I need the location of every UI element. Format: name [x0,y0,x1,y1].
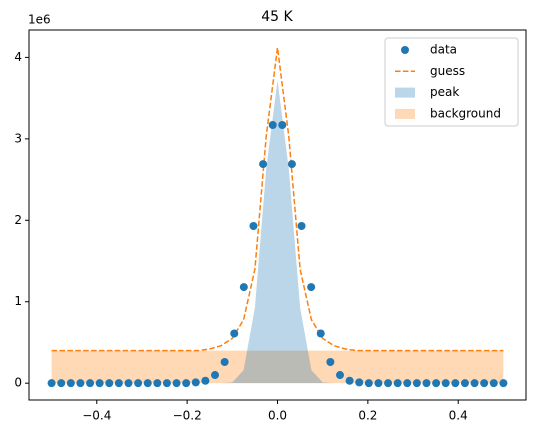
data-point [326,358,335,367]
x-tick-label: 0.2 [358,409,377,423]
data-point [316,329,325,338]
data-point [191,378,200,387]
legend-marker [395,108,415,119]
data-point [162,379,171,388]
data-point [441,379,450,388]
data-point [86,379,95,388]
offset-label: 1e6 [28,13,51,27]
data-point [345,376,354,385]
data-point [355,378,364,387]
data-point [422,379,431,388]
data-point [384,379,393,388]
data-point [287,160,296,169]
data-point [480,379,489,388]
data-point [278,121,287,130]
legend-label: peak [430,85,459,99]
data-point [268,121,277,130]
data-point [95,379,104,388]
data-point [259,160,268,169]
data-point [143,379,152,388]
legend: data guess peak background [384,37,519,127]
y-tick-label: 3 [14,131,22,145]
area [51,350,504,384]
area [51,80,504,384]
legend-label: data [430,43,457,57]
y-tick-label: 1 [14,294,22,308]
x-tick-label: −0.2 [173,409,202,423]
chart-title: 45 K [261,9,293,25]
legend-label: guess [430,64,465,78]
data-point [124,379,133,388]
data-point [460,379,469,388]
data-point [114,379,123,388]
data-point [297,221,306,230]
data-point [470,379,479,388]
y-tick-label: 4 [14,50,22,64]
data-point [153,379,162,388]
data-point [335,371,344,380]
data-point [432,379,441,388]
legend-marker [395,87,415,98]
data-point [57,379,66,388]
data-point [76,379,85,388]
data-point [451,379,460,388]
x-tick-label: 0.0 [268,409,287,423]
line [51,47,504,352]
x-tick-label: 0.4 [449,409,468,423]
data-point [105,379,114,388]
y-tick-label: 2 [14,213,22,227]
data-point [66,379,75,388]
data-point [47,379,56,388]
data-point [220,358,229,367]
legend-label: background [430,106,501,120]
data-point [182,379,191,388]
data-point [230,329,239,338]
data-point [403,379,412,388]
data-point [172,379,181,388]
data-point [374,379,383,388]
data-point [307,283,316,292]
data-point [239,283,248,292]
data-point [249,221,258,230]
data-point [499,379,508,388]
x-tick-label: −0.4 [82,409,111,423]
data-point [211,371,220,380]
data-point [201,376,210,385]
y-tick-label: 0 [14,376,22,390]
legend-box [384,37,519,127]
data-point [393,379,402,388]
legend-marker [401,46,409,54]
data-point [489,379,498,388]
data-point [412,379,421,388]
data-point [364,379,373,388]
data-point [134,379,143,388]
